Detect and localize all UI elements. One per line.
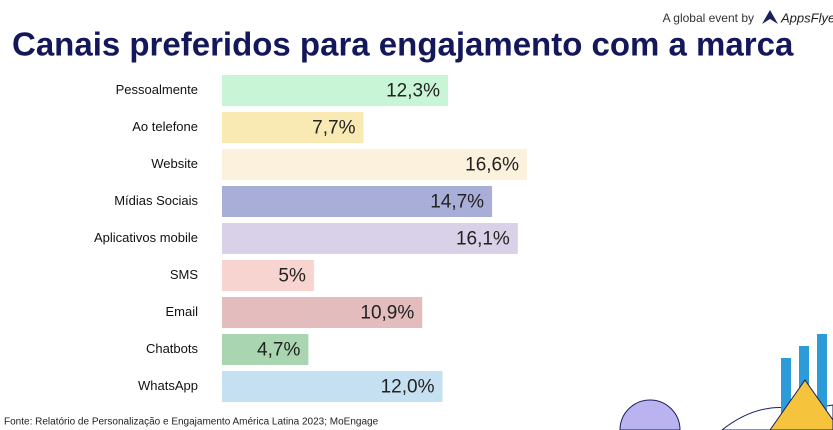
bar [222,112,364,143]
bar [222,223,518,254]
brand: AppsFlyer [780,10,833,25]
value-label: 4,7% [257,340,300,361]
brand-logo [762,10,778,24]
value-label: 16,1% [456,229,510,250]
category-label: Chatbots [146,341,199,356]
value-label: 12,3% [386,81,440,102]
decoration [619,334,833,430]
category-label: Mídias Sociais [114,193,198,208]
bar [222,149,527,180]
category-label: Ao telefone [132,119,198,134]
bar [222,75,448,106]
category-label: Email [165,304,198,319]
category-label: Aplicativos mobile [94,230,198,245]
bar [222,297,423,328]
bar [222,371,443,402]
value-label: 7,7% [312,118,355,139]
category-label: Website [151,156,198,171]
value-label: 10,9% [360,303,414,324]
source: Fonte: Relatório de Personalização e Eng… [4,417,379,428]
value-label: 14,7% [430,192,484,213]
value-label: 16,6% [465,155,519,176]
value-label: 5% [278,266,306,287]
category-label: SMS [170,267,199,282]
tagline: A global event by [663,11,754,25]
category-label: WhatsApp [138,378,198,393]
bar [222,186,493,217]
bar [222,334,309,365]
chart-title: Canais preferidos para engajamento com a… [12,26,794,63]
bar [222,260,314,291]
value-label: 12,0% [381,377,435,398]
category-label: Pessoalmente [116,82,198,97]
